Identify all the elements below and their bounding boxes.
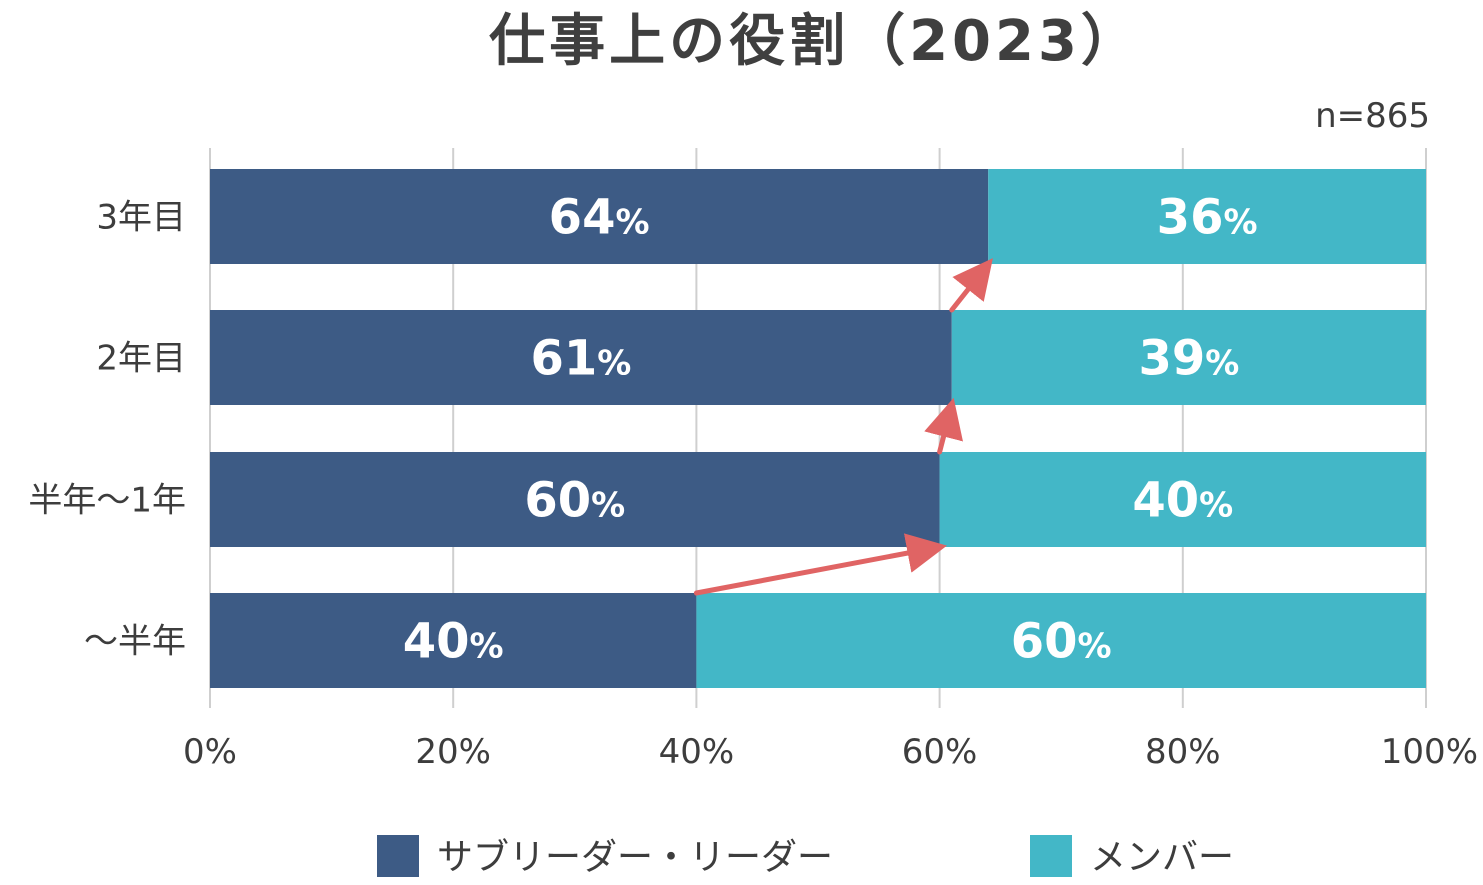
bar-segment xyxy=(210,593,697,688)
trend-arrow xyxy=(924,397,963,455)
bar-segment xyxy=(951,310,1426,405)
legend: サブリーダー・リーダー メンバー xyxy=(377,835,1234,878)
value-axis: 0% 20% 40% 60% 80% 100% xyxy=(183,732,1478,772)
x-tick-label: 80% xyxy=(1145,732,1221,772)
x-tick-label: 100% xyxy=(1381,732,1478,772)
trend-arrow xyxy=(949,258,993,313)
x-tick-label: 20% xyxy=(415,732,491,772)
bar-segment xyxy=(210,169,989,264)
trend-arrow xyxy=(693,533,947,596)
trend-arrows xyxy=(693,258,993,596)
x-tick-label: 40% xyxy=(659,732,735,772)
legend-label: サブリーダー・リーダー xyxy=(437,837,833,878)
legend-label: メンバー xyxy=(1090,837,1234,878)
legend-swatch xyxy=(1030,835,1072,877)
bar-value-label: 61% xyxy=(530,331,631,387)
bar-segment xyxy=(939,452,1426,547)
bar-value-label: 40% xyxy=(403,614,504,670)
bar-value-labels: 64% 36% 61% 39% 60% 40% 40% 60% xyxy=(403,190,1258,670)
bar-value-label: 60% xyxy=(524,473,625,529)
bar-segment xyxy=(210,310,952,405)
bar-value-label: 64% xyxy=(549,190,650,246)
x-tick-label: 60% xyxy=(902,732,978,772)
bar-value-label: 60% xyxy=(1011,614,1112,670)
category-label: 半年～1年 xyxy=(28,481,186,521)
category-label: 3年目 xyxy=(96,198,186,238)
bar-segment xyxy=(210,452,940,547)
bars xyxy=(210,169,1426,688)
sample-size-note: n=865 xyxy=(1315,96,1430,136)
x-tick-label: 0% xyxy=(183,732,237,772)
legend-swatch xyxy=(377,835,419,877)
bar-value-label: 40% xyxy=(1132,473,1233,529)
category-label: 2年目 xyxy=(96,339,186,379)
category-label: ～半年 xyxy=(84,622,186,662)
bar-segment xyxy=(988,169,1426,264)
chart-title: 仕事上の役割（2023） xyxy=(489,9,1141,74)
bar-value-label: 36% xyxy=(1157,190,1258,246)
bar-value-label: 39% xyxy=(1138,331,1239,387)
bar-segment xyxy=(696,593,1426,688)
